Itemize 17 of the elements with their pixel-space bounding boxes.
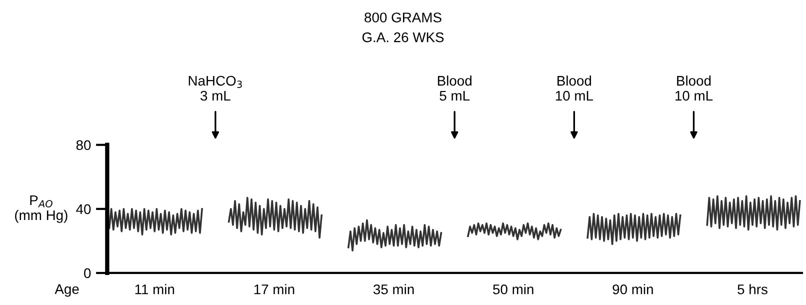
x-tick-label: 90 min bbox=[612, 284, 653, 294]
text: NaHCO$_{3}$ 3 mL bbox=[188, 76, 242, 101]
x-tick-label: 17 min bbox=[254, 284, 294, 294]
x-tick-label: 50 min bbox=[493, 284, 534, 294]
x-tick-label: 11 min bbox=[135, 284, 174, 294]
text: Blood 10 mL bbox=[556, 76, 593, 101]
x-tick-label: 5 hrs bbox=[738, 284, 768, 294]
y-tick-label: 80 bbox=[76, 140, 91, 150]
y-axis-title: P$_{AO}$ (mm Hg) bbox=[15, 195, 68, 223]
y-tick-label: 0 bbox=[84, 268, 91, 278]
chart-title: 800 GRAMS bbox=[364, 12, 442, 22]
chart-subtitle: G.A. 26 WKS bbox=[362, 32, 444, 42]
text: Blood 10 mL bbox=[675, 76, 713, 101]
y-tick-label: 40 bbox=[76, 204, 91, 214]
text: Blood 5 mL bbox=[438, 76, 472, 101]
x-axis-title: Age bbox=[54, 284, 79, 297]
x-tick-label: 35 min bbox=[373, 284, 414, 294]
